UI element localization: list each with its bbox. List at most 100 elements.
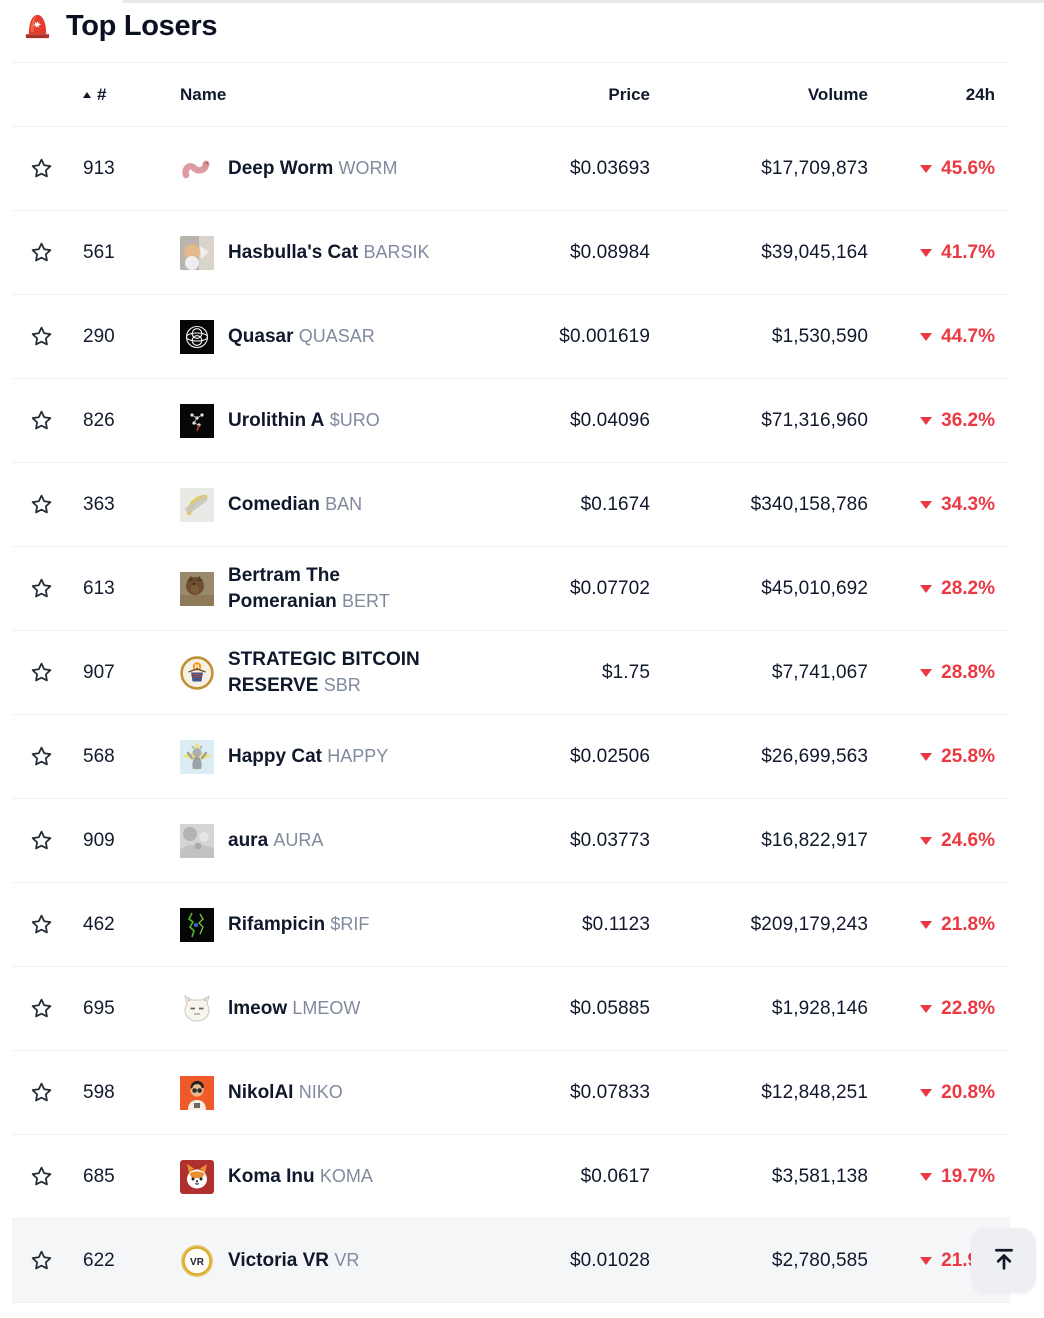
coin-name: aura — [228, 829, 269, 851]
column-header-24h[interactable]: 24h — [965, 84, 995, 104]
siren-icon — [22, 9, 53, 45]
coin-volume: $2,780,585 — [771, 1249, 868, 1271]
down-caret-icon — [920, 1004, 933, 1013]
coin-name: Hasbulla's Cat — [228, 241, 359, 263]
coin-name-cell[interactable]: Comedian BAN — [165, 487, 450, 522]
coin-rank: 622 — [83, 1249, 115, 1271]
table-row[interactable]: 613 Bertram The Pomeranian BERT $0.07702… — [12, 547, 1010, 631]
coin-name-cell[interactable]: Happy Cat HAPPY — [165, 739, 450, 774]
svg-text:B: B — [194, 664, 199, 671]
coin-rank: 826 — [83, 409, 115, 431]
table-row[interactable]: 909 aura AURA $0.03773 $16,822,917 24.6% — [12, 799, 1010, 883]
down-caret-icon — [920, 1172, 933, 1181]
table-row[interactable]: 685 Koma Inu KOMA $0.0617 $3,581,138 19.… — [12, 1135, 1010, 1219]
coin-price: $0.001619 — [559, 325, 650, 347]
coin-rank: 568 — [83, 745, 115, 767]
table-row[interactable]: 462 Rifampicin $RIF $0.1123 $209,179,243… — [12, 883, 1010, 967]
coin-name: Rifampicin — [228, 913, 326, 935]
coin-name-cell[interactable]: Hasbulla's Cat BARSIK — [165, 235, 450, 270]
rank-header-label: # — [97, 84, 107, 104]
table-row[interactable]: 695 lmeow LMEOW $0.05885 $1,928,146 22.8… — [12, 967, 1010, 1051]
coin-name: Comedian — [228, 493, 320, 515]
watchlist-star-button[interactable] — [27, 238, 56, 267]
victoria-vr-icon: VR — [180, 1244, 214, 1278]
watchlist-star-button[interactable] — [27, 742, 56, 771]
coin-name-cell[interactable]: Urolithin A $URO — [165, 403, 450, 438]
coin-name-cell[interactable]: Deep Worm WORM — [165, 152, 450, 186]
coin-name: NikolAI — [228, 1081, 294, 1103]
coin-symbol: KOMA — [319, 1165, 373, 1186]
down-caret-icon — [920, 584, 933, 593]
watchlist-star-button[interactable] — [27, 490, 56, 519]
watchlist-star-button[interactable] — [27, 994, 56, 1023]
coin-name-cell[interactable]: lmeow LMEOW — [165, 992, 450, 1026]
urolithin-a-icon — [180, 403, 214, 438]
coin-name: Urolithin A — [228, 409, 325, 431]
coin-symbol: LMEOW — [292, 997, 361, 1018]
bertram-pomeranian-icon — [180, 571, 214, 606]
table-row[interactable]: 826 Urolithin A $URO $0.04096 $71,316,96… — [12, 379, 1010, 463]
coin-name: Bertram The Pomeranian — [228, 565, 340, 612]
coin-name: lmeow — [228, 997, 288, 1019]
watchlist-star-button[interactable] — [27, 826, 56, 855]
table-row[interactable]: 290 Quasar QUASAR $0.001619 $1,530,590 4… — [12, 295, 1010, 379]
coin-symbol: HAPPY — [327, 745, 389, 766]
down-caret-icon — [920, 668, 933, 677]
coin-symbol: VR — [334, 1249, 360, 1270]
coin-symbol: SBR — [323, 674, 361, 695]
watchlist-star-button[interactable] — [27, 658, 56, 687]
column-header-price[interactable]: Price — [608, 84, 650, 104]
column-header-name[interactable]: Name — [180, 84, 227, 104]
coin-symbol: $RIF — [330, 913, 370, 934]
watchlist-star-button[interactable] — [27, 406, 56, 435]
watchlist-star-button[interactable] — [27, 154, 56, 183]
rifampicin-icon — [180, 907, 214, 942]
coin-rank: 598 — [83, 1081, 115, 1103]
coin-price: $0.1674 — [580, 493, 650, 515]
coin-name-cell[interactable]: Rifampicin $RIF — [165, 907, 450, 942]
quasar-icon — [180, 319, 214, 354]
column-header-volume[interactable]: Volume — [807, 84, 868, 104]
coin-price: $0.02506 — [569, 745, 650, 767]
coin-price: $0.04096 — [569, 409, 650, 431]
coin-rank: 613 — [83, 577, 115, 599]
table-row[interactable]: 561 Hasbulla's Cat BARSIK $0.08984 $39,0… — [12, 211, 1010, 295]
table-row[interactable]: 363 Comedian BAN $0.1674 $340,158,786 34… — [12, 463, 1010, 547]
table-row[interactable]: 568 Happy Cat HAPPY $0.02506 $26,699,563… — [12, 715, 1010, 799]
comedian-banana-icon — [180, 487, 214, 522]
coin-price: $0.07833 — [569, 1081, 650, 1103]
watchlist-star-button[interactable] — [27, 1162, 56, 1191]
down-caret-icon — [920, 1256, 933, 1265]
table-row[interactable]: 907 B STRATEGIC BITCOIN RESERVE SBR $1.7… — [12, 631, 1010, 715]
table-row[interactable]: 913 Deep Worm WORM $0.03693 $17,709,873 … — [12, 127, 1010, 211]
down-caret-icon — [920, 500, 933, 509]
table-row[interactable]: 598 NikolAI NIKO $0.07833 $12,848,251 20… — [12, 1051, 1010, 1135]
watchlist-star-button[interactable] — [27, 322, 56, 351]
coin-volume: $39,045,164 — [761, 241, 868, 263]
coin-name-cell[interactable]: aura AURA — [165, 823, 450, 858]
coin-name-cell[interactable]: VR Victoria VR VR — [165, 1244, 450, 1278]
svg-text:VR: VR — [190, 1256, 205, 1267]
watchlist-star-button[interactable] — [27, 574, 56, 603]
coin-name-cell[interactable]: NikolAI NIKO — [165, 1075, 450, 1110]
lmeow-cat-icon — [180, 992, 214, 1026]
coin-name-cell[interactable]: B STRATEGIC BITCOIN RESERVE SBR — [165, 647, 450, 697]
column-header-rank[interactable]: # — [70, 85, 165, 105]
watchlist-star-button[interactable] — [27, 1078, 56, 1107]
coin-volume: $340,158,786 — [750, 493, 868, 515]
coin-name: Quasar — [228, 325, 294, 347]
coin-name: Happy Cat — [228, 745, 322, 767]
coin-24h-change: 36.2% — [868, 410, 1010, 432]
watchlist-star-button[interactable] — [27, 910, 56, 939]
coin-name-cell[interactable]: Bertram The Pomeranian BERT — [165, 563, 450, 613]
deep-worm-icon — [180, 152, 214, 186]
coin-name-cell[interactable]: Koma Inu KOMA — [165, 1159, 450, 1194]
coin-symbol: BAN — [325, 493, 363, 514]
table-row[interactable]: 622 VR Victoria VR VR $0.01028 $2,780,58… — [12, 1219, 1010, 1303]
coin-price: $0.07702 — [569, 577, 650, 599]
coin-24h-change: 25.8% — [868, 746, 1010, 768]
coin-24h-change: 44.7% — [868, 326, 1010, 348]
watchlist-star-button[interactable] — [27, 1246, 56, 1275]
scroll-to-top-button[interactable] — [971, 1228, 1036, 1293]
coin-name-cell[interactable]: Quasar QUASAR — [165, 319, 450, 354]
